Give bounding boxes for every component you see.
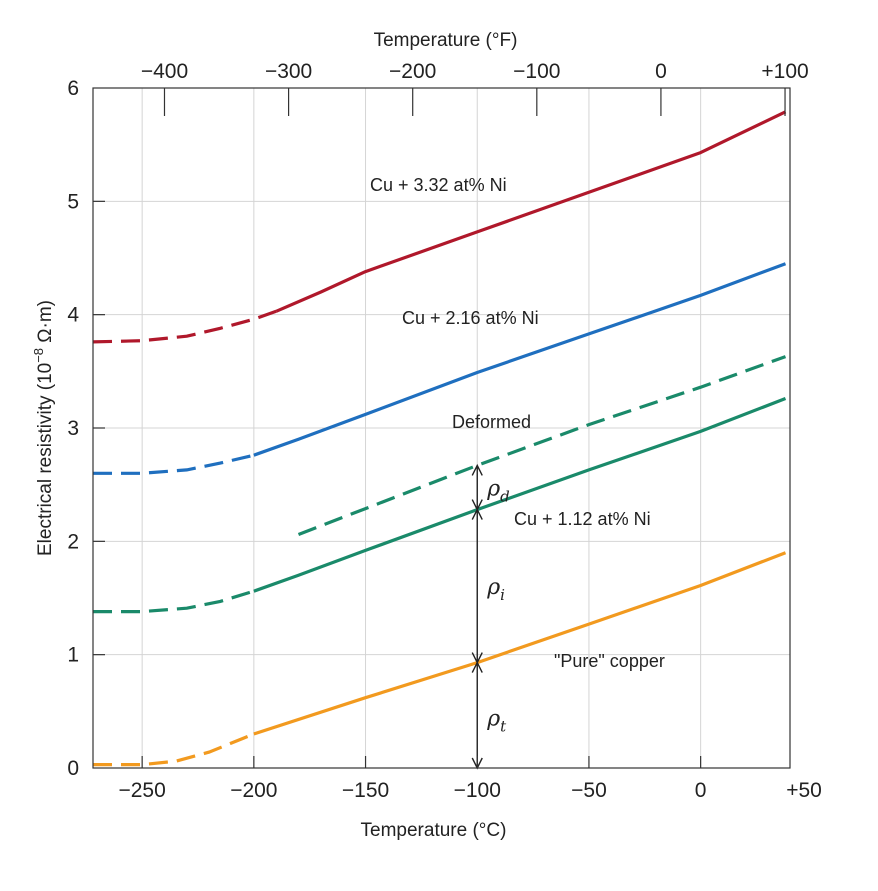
top-tick-label: −100	[513, 60, 560, 83]
x-tick-label: −100	[454, 779, 501, 802]
series-dashed-line	[93, 453, 255, 475]
rho-subscript: i	[500, 586, 505, 604]
rho-d-label: ρd	[486, 477, 510, 506]
y-axis-title-main: Electrical resistivity (10	[35, 363, 56, 556]
top-axis-title: Temperature (°F)	[374, 30, 518, 51]
series-line	[275, 110, 787, 313]
rho-subscript: t	[500, 717, 507, 735]
x-tick-label: +50	[786, 779, 822, 802]
series-line	[253, 551, 787, 736]
top-tick-label: −200	[389, 60, 436, 83]
series-label: Cu + 3.32 at% Ni	[370, 175, 507, 195]
x-tick-label: −250	[118, 779, 165, 802]
top-tick-label: +100	[761, 60, 808, 83]
rho-subscript: d	[500, 488, 510, 506]
arrow-head	[471, 463, 483, 476]
top-tick-label: −400	[141, 60, 188, 83]
y-axis-title: Electrical resistivity (10−8 Ω·m)	[31, 300, 56, 556]
y-tick-label: 6	[67, 77, 79, 100]
y-axis-title-exponent: −8	[31, 348, 46, 363]
y-tick-label: 1	[67, 644, 79, 667]
series-dashed-line	[93, 589, 255, 614]
series-label: "Pure" copper	[554, 651, 665, 671]
y-axis-title-unit: Ω·m)	[35, 300, 56, 348]
x-tick-label: 0	[695, 779, 707, 802]
rho-symbol: ρ	[486, 477, 500, 502]
series-layer: Cu + 3.32 at% Ni Cu + 2.16 at% Ni Deformed…	[92, 110, 787, 767]
series-dashed-line	[93, 732, 255, 767]
series-group: Cu + 3.32 at% Ni	[92, 110, 787, 344]
series-group: Deformed	[297, 355, 787, 536]
rho-symbol: ρ	[486, 575, 500, 600]
series-group: "Pure" copper	[93, 551, 787, 767]
series-label: Cu + 2.16 at% Ni	[402, 308, 539, 328]
x-axis-title: Temperature (°C)	[361, 820, 507, 841]
series-group: Cu + 2.16 at% Ni	[93, 262, 787, 475]
y-tick-label: 5	[67, 190, 79, 213]
series-dashed-line	[92, 309, 277, 344]
arrow-head	[471, 499, 483, 512]
rho-symbol: ρ	[486, 706, 500, 731]
y-tick-label: 3	[67, 417, 79, 440]
y-tick-label: 4	[67, 304, 79, 327]
series-line	[253, 262, 787, 457]
rho-i-label: ρi	[486, 575, 505, 604]
grid-layer	[93, 88, 790, 768]
series-label: Deformed	[452, 412, 531, 432]
x-tick-label: −150	[342, 779, 389, 802]
x-tick-label: −200	[230, 779, 277, 802]
rho-t-label: ρt	[486, 706, 507, 735]
arrow-head	[471, 652, 483, 665]
series-dashed-line	[297, 355, 787, 536]
tick-layer: −250 −200 −150 −100 −50 0 +50 0 1 2 3 4 5 6 −400 −300 −2…	[67, 60, 822, 802]
top-tick-label: −300	[265, 60, 312, 83]
y-tick-label: 0	[67, 757, 79, 780]
y-tick-label: 2	[67, 530, 79, 553]
series-group: Cu + 1.12 at% Ni	[93, 397, 787, 614]
series-label: Cu + 1.12 at% Ni	[514, 509, 651, 529]
top-tick-label: 0	[655, 60, 667, 83]
x-tick-label: −50	[571, 779, 607, 802]
